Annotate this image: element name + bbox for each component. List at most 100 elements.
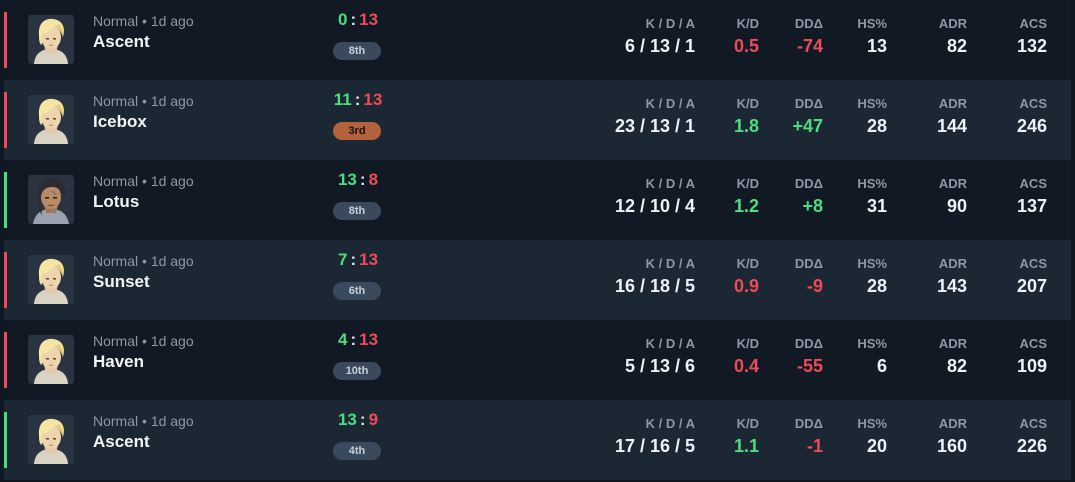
acs-value: 226	[1016, 436, 1047, 456]
adr-label: ADR	[938, 336, 967, 351]
kd-value: 1.8	[733, 116, 759, 136]
acs-value: 132	[1016, 36, 1047, 56]
map-name: Ascent	[93, 432, 150, 451]
acs-label: ACS	[1019, 16, 1047, 31]
kda-label: K / D / A	[645, 16, 695, 31]
match-row[interactable]: Normal • 1d ago Ascent 13:9 4th K / D / …	[4, 400, 1071, 480]
hs-label: HS%	[857, 336, 887, 351]
dd-delta-value: -55	[796, 356, 823, 376]
kda-label: K / D / A	[645, 176, 695, 191]
kd-value: 0.5	[733, 36, 759, 56]
match-score: 11:13	[333, 90, 383, 109]
match-row[interactable]: Normal • 1d ago Icebox 11:13 3rd K / D /…	[4, 80, 1071, 160]
kda-label: K / D / A	[645, 256, 695, 271]
kda-value: 12 / 10 / 4	[614, 196, 695, 216]
kd-value: 0.9	[733, 276, 759, 296]
match-row[interactable]: Normal • 1d ago Haven 4:13 10th K / D / …	[4, 320, 1071, 400]
kda-value: 17 / 16 / 5	[614, 436, 695, 456]
loss-indicator	[4, 252, 7, 308]
match-mode: Normal • 1d ago	[93, 333, 194, 349]
kda-value: 5 / 13 / 6	[624, 356, 695, 376]
match-mode: Normal • 1d ago	[93, 13, 194, 29]
hs-value: 20	[866, 436, 887, 456]
dd-delta-label: DDΔ	[794, 96, 823, 111]
dd-delta-label: DDΔ	[794, 256, 823, 271]
kd-label: K/D	[736, 96, 759, 111]
placement-badge: 3rd	[333, 122, 381, 140]
kd-label: K/D	[736, 416, 759, 431]
adr-label: ADR	[938, 16, 967, 31]
match-mode: Normal • 1d ago	[93, 173, 194, 189]
match-mode: Normal • 1d ago	[93, 253, 194, 269]
kda-label: K / D / A	[645, 336, 695, 351]
kda-label: K / D / A	[645, 96, 695, 111]
placement-badge: 4th	[333, 442, 381, 460]
adr-value: 82	[946, 356, 967, 376]
win-indicator	[4, 412, 7, 468]
acs-label: ACS	[1019, 176, 1047, 191]
dark-haired-agent-portrait-icon	[28, 175, 74, 224]
adr-label: ADR	[938, 96, 967, 111]
match-score: 0:13	[337, 10, 379, 29]
dd-delta-value: -74	[796, 36, 823, 56]
hs-value: 6	[876, 356, 887, 376]
kd-value: 1.2	[733, 196, 759, 216]
match-row[interactable]: Normal • 1d ago Sunset 7:13 6th K / D / …	[4, 240, 1071, 320]
hs-value: 28	[866, 116, 887, 136]
dd-delta-value: -9	[806, 276, 823, 296]
hs-value: 31	[866, 196, 887, 216]
loss-indicator	[4, 92, 7, 148]
placement-badge: 6th	[333, 282, 381, 300]
adr-value: 160	[936, 436, 967, 456]
kd-label: K/D	[736, 336, 759, 351]
dd-delta-value: -1	[806, 436, 823, 456]
dd-delta-label: DDΔ	[794, 336, 823, 351]
dd-delta-label: DDΔ	[794, 176, 823, 191]
adr-label: ADR	[938, 256, 967, 271]
acs-label: ACS	[1019, 96, 1047, 111]
dd-delta-value: +8	[802, 196, 823, 216]
loss-indicator	[4, 12, 7, 68]
hs-label: HS%	[857, 256, 887, 271]
acs-label: ACS	[1019, 256, 1047, 271]
match-mode: Normal • 1d ago	[93, 93, 194, 109]
match-mode: Normal • 1d ago	[93, 413, 194, 429]
match-score: 13:8	[337, 170, 379, 189]
map-name: Haven	[93, 352, 145, 371]
kd-label: K/D	[736, 256, 759, 271]
map-name: Icebox	[93, 112, 147, 131]
map-name: Ascent	[93, 32, 150, 51]
dd-delta-label: DDΔ	[794, 416, 823, 431]
blonde-agent-portrait-icon	[28, 95, 74, 144]
hs-label: HS%	[857, 16, 887, 31]
hs-label: HS%	[857, 176, 887, 191]
adr-value: 144	[936, 116, 967, 136]
blonde-agent-portrait-icon	[28, 335, 74, 384]
hs-value: 13	[866, 36, 887, 56]
placement-badge: 8th	[333, 42, 381, 60]
kda-value: 16 / 18 / 5	[614, 276, 695, 296]
adr-label: ADR	[938, 416, 967, 431]
blonde-agent-portrait-icon	[28, 415, 74, 464]
acs-value: 207	[1016, 276, 1047, 296]
acs-value: 137	[1016, 196, 1047, 216]
match-row[interactable]: Normal • 1d ago Lotus 13:8 8th K / D / A…	[4, 160, 1071, 240]
kd-value: 0.4	[733, 356, 759, 376]
match-score: 7:13	[337, 250, 379, 269]
acs-label: ACS	[1019, 416, 1047, 431]
dd-delta-value: +47	[792, 116, 823, 136]
kd-label: K/D	[736, 176, 759, 191]
acs-value: 246	[1016, 116, 1047, 136]
hs-value: 28	[866, 276, 887, 296]
match-score: 4:13	[337, 330, 379, 349]
kda-value: 23 / 13 / 1	[614, 116, 695, 136]
placement-badge: 10th	[333, 362, 381, 380]
adr-value: 82	[946, 36, 967, 56]
placement-badge: 8th	[333, 202, 381, 220]
hs-label: HS%	[857, 96, 887, 111]
acs-value: 109	[1016, 356, 1047, 376]
blonde-agent-portrait-icon	[28, 255, 74, 304]
match-row[interactable]: Normal • 1d ago Ascent 0:13 8th K / D / …	[4, 0, 1071, 80]
hs-label: HS%	[857, 416, 887, 431]
